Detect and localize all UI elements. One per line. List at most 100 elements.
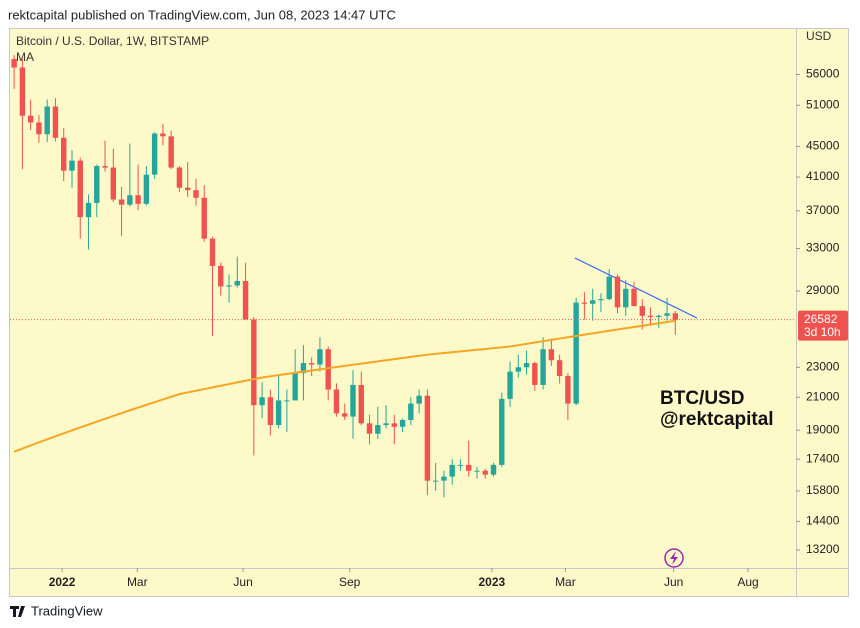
candle-body (589, 300, 596, 304)
y-tick-label: 15800 (806, 483, 840, 497)
candle-body (300, 363, 307, 374)
candle-body (184, 187, 191, 191)
y-axis-label: USD (806, 29, 832, 43)
candle-body (631, 288, 637, 307)
candle-body (127, 195, 133, 205)
candle-body (325, 349, 331, 390)
ma-line (13, 319, 676, 453)
annotation: @rektcapital (660, 409, 774, 430)
y-tick-label: 17400 (806, 451, 840, 465)
candle-body (44, 106, 50, 135)
candles (11, 55, 679, 498)
candle-body (441, 476, 447, 481)
y-tick-label: 33000 (806, 241, 840, 255)
chart-title: Bitcoin / U.S. Dollar, 1W, BITSTAMP (16, 34, 209, 48)
candle-body (36, 122, 42, 135)
candle-body (118, 199, 125, 205)
candle-body (581, 302, 588, 304)
candle-body (292, 373, 298, 401)
candle-body (234, 280, 240, 286)
y-tick-label: 21000 (806, 389, 840, 403)
candle-body (61, 137, 67, 171)
candle-body (383, 423, 389, 426)
candle-body (490, 464, 497, 475)
candle-body (143, 174, 150, 204)
candle-body (656, 315, 662, 317)
candle-body (201, 197, 207, 239)
candle-body (424, 395, 431, 481)
candle-body (333, 389, 340, 414)
candle-body (251, 319, 257, 406)
y-tick-label: 45000 (806, 139, 840, 153)
candle-body (275, 400, 282, 426)
candle-body (375, 425, 381, 434)
candle-body (358, 384, 364, 424)
candle-body (391, 423, 398, 427)
candle-body (168, 136, 174, 168)
candle-body (366, 423, 373, 434)
candle-body (623, 288, 629, 308)
candle-body (160, 133, 166, 137)
chart-frame (9, 28, 849, 597)
candle-body (432, 480, 439, 482)
legend-ma: MA (16, 50, 34, 64)
last-price-label: 26582 (804, 312, 838, 326)
last-price-box (798, 310, 848, 341)
candle-body (606, 276, 612, 300)
candle-body (52, 106, 59, 138)
candle-body (110, 167, 117, 200)
y-tick-label: 13200 (806, 542, 840, 556)
x-tick-label: Jun (664, 575, 683, 589)
y-tick-label: 23000 (806, 359, 840, 373)
candle-body (639, 306, 645, 316)
candle-body (556, 360, 563, 377)
trendline (574, 257, 698, 319)
x-tick-label: 2022 (49, 575, 76, 589)
candle-body (507, 371, 513, 399)
candle-body (19, 67, 26, 116)
candle-body (647, 315, 654, 317)
x-tick-label: Jun (233, 575, 252, 589)
candle-body (457, 464, 464, 466)
candle-body (449, 464, 455, 477)
candle-body (573, 302, 579, 404)
candle-body (548, 349, 555, 361)
x-tick-label: 2023 (478, 575, 505, 589)
candle-body (532, 363, 538, 385)
candle-body (664, 313, 670, 316)
candle-body (27, 115, 34, 123)
candle-body (193, 190, 199, 198)
candle-body (259, 397, 265, 406)
y-tick-label: 37000 (806, 203, 840, 217)
candle-body (499, 398, 505, 465)
candle-body (151, 133, 158, 175)
candle-body (474, 470, 480, 472)
candle-body (102, 166, 108, 168)
candle-body (218, 265, 224, 287)
footer: TradingView (31, 603, 103, 618)
candle-body (226, 285, 232, 287)
y-tick-label: 19000 (806, 422, 840, 436)
candle-body (466, 464, 472, 471)
candle-body (77, 160, 83, 218)
x-tick-label: Aug (737, 575, 758, 589)
candle-body (94, 166, 100, 203)
y-tick-label: 51000 (806, 97, 840, 111)
y-tick-label: 29000 (806, 283, 840, 297)
candle-body (317, 349, 323, 365)
candle-body (284, 400, 290, 402)
lightning-icon (664, 548, 684, 568)
y-tick-label: 56000 (806, 67, 840, 81)
y-tick-label: 14400 (806, 514, 840, 528)
candle-body (209, 238, 216, 266)
y-tick-label: 41000 (806, 169, 840, 183)
candle-body (515, 367, 521, 372)
candle-body (267, 397, 274, 426)
candle-body (408, 403, 414, 420)
annotation: BTC/USD (660, 388, 744, 409)
candle-body (135, 195, 141, 204)
candle-body (69, 160, 75, 171)
countdown: 3d 10h (804, 325, 841, 339)
